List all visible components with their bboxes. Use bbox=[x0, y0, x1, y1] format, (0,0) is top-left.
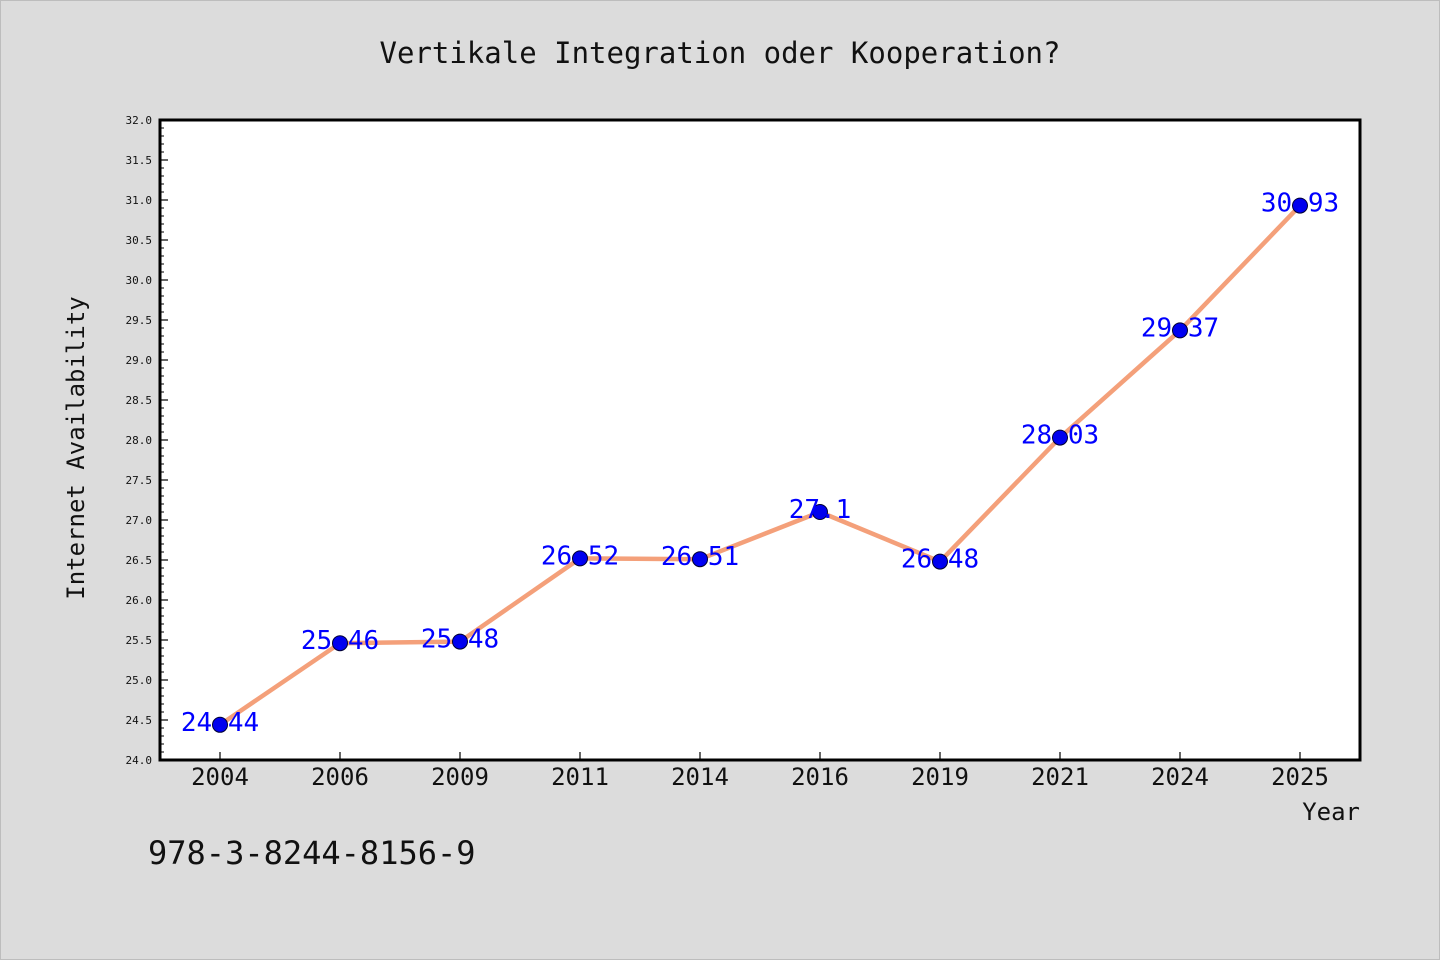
x-tick-label: 2019 bbox=[911, 763, 969, 791]
y-tick-label: 28.5 bbox=[126, 394, 153, 407]
x-tick-label: 2016 bbox=[791, 763, 849, 791]
x-tick-label: 2009 bbox=[431, 763, 489, 791]
y-tick-label: 26.0 bbox=[126, 594, 153, 607]
data-label: 26.52 bbox=[541, 541, 619, 571]
y-axis: 24.0 24.5 25.0 25.5 26.0 26.5 27.0 27.5 28.0 28.5… bbox=[126, 114, 168, 767]
chart-title: Vertikale Integration oder Kooperation? bbox=[380, 36, 1061, 70]
y-tick-label: 30.0 bbox=[126, 274, 153, 287]
data-label: 27.1 bbox=[789, 495, 852, 525]
isbn-text: 978-3-8244-8156-9 bbox=[148, 834, 476, 872]
x-tick-label: 2021 bbox=[1031, 763, 1089, 791]
y-tick-label: 32.0 bbox=[126, 114, 153, 127]
data-point bbox=[1292, 197, 1308, 214]
data-label: 25.48 bbox=[421, 625, 499, 655]
data-point bbox=[332, 635, 348, 652]
data-label: 29.37 bbox=[1141, 313, 1219, 343]
x-tick-label: 2025 bbox=[1271, 763, 1329, 791]
y-tick-label: 30.5 bbox=[126, 234, 153, 247]
y-tick-label: 29.0 bbox=[126, 354, 153, 367]
y-axis-label: Internet Availability bbox=[62, 296, 90, 599]
x-axis-label: Year bbox=[1302, 798, 1360, 826]
x-tick-label: 2004 bbox=[191, 763, 249, 791]
data-point bbox=[692, 551, 708, 568]
y-tick-label: 27.0 bbox=[126, 514, 153, 527]
x-tick-label: 2006 bbox=[311, 763, 369, 791]
y-tick-label: 24.5 bbox=[126, 714, 153, 727]
data-point bbox=[212, 716, 228, 733]
y-tick-label: 26.5 bbox=[126, 554, 153, 567]
data-label: 30.93 bbox=[1261, 189, 1339, 219]
x-tick-label: 2011 bbox=[551, 763, 609, 791]
x-tick-label: 2024 bbox=[1151, 763, 1209, 791]
data-point bbox=[1172, 322, 1188, 339]
data-point bbox=[1052, 429, 1068, 446]
y-tick-label: 25.0 bbox=[126, 674, 153, 687]
data-label: 28.03 bbox=[1021, 421, 1099, 451]
data-point bbox=[812, 504, 828, 520]
data-label: 25.46 bbox=[301, 626, 379, 656]
data-label: 24.44 bbox=[181, 708, 259, 738]
data-label: 26.51 bbox=[661, 542, 739, 572]
y-tick-label: 31.0 bbox=[126, 194, 153, 207]
y-tick-label: 31.5 bbox=[126, 154, 153, 167]
y-tick-label: 28.0 bbox=[126, 434, 153, 447]
x-tick-label: 2014 bbox=[671, 763, 729, 791]
data-point bbox=[932, 553, 948, 570]
y-tick-label: 27.5 bbox=[126, 474, 153, 487]
y-tick-label: 24.0 bbox=[126, 754, 153, 767]
y-tick-label: 25.5 bbox=[126, 634, 153, 647]
x-axis: 2004 2006 2009 2011 2014 2016 2019 2021 2024 2025 bbox=[191, 752, 1329, 791]
data-point bbox=[572, 550, 588, 567]
y-tick-label: 29.5 bbox=[126, 314, 153, 327]
data-point bbox=[452, 633, 468, 650]
data-label: 26.48 bbox=[901, 545, 979, 575]
series-line bbox=[217, 203, 1303, 728]
data-series: 24.44 25.46 25.48 26.52 26.51 27.1 26.48 28.03 2… bbox=[181, 189, 1339, 738]
plot-area bbox=[158, 118, 1362, 762]
